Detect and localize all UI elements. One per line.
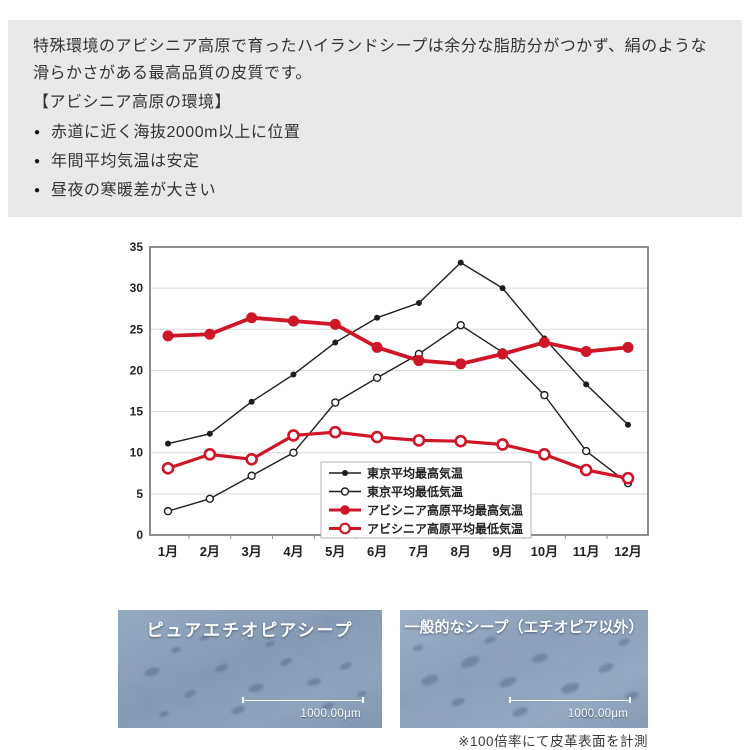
environment-heading: 【アビシニア高原の環境】 (33, 94, 232, 111)
data-point (163, 506, 173, 516)
series-line-1 (167, 324, 629, 512)
legend-box (320, 461, 532, 539)
intro-panel: 特殊環境のアビシニア高原で育ったハイランドシープは余分な脂肪分がつかず、絹のよう… (8, 20, 742, 217)
data-point (455, 358, 467, 370)
legend-marker (340, 505, 350, 515)
temperature-chart-svg: 0 5 10 15 20 25 30 35 1月 2月 3月 4月 5月 6月 7月 8月 9月 10月 11月 12… (130, 240, 649, 559)
data-point (454, 434, 468, 448)
scale-label: 1000.00μm (567, 708, 629, 720)
data-point (456, 320, 465, 330)
micrograph-caption: ピュアエチオピアシープ (146, 621, 354, 640)
micrograph-pure-ethiopia-sheep: ピュアエチオピアシープ 1000.00μm (118, 610, 382, 728)
data-point (287, 315, 299, 327)
data-point (415, 299, 422, 306)
x-axis-label: 9月 (492, 544, 512, 559)
data-point (540, 390, 549, 400)
data-point (374, 314, 381, 321)
data-point (370, 430, 384, 444)
y-axis-label: 30 (130, 281, 144, 295)
data-point (206, 430, 213, 437)
x-axis-label: 12月 (614, 544, 641, 559)
legend-marker (342, 470, 348, 476)
y-axis-label: 0 (136, 528, 143, 542)
x-axis-label: 4月 (283, 544, 303, 559)
y-axis-label: 35 (130, 240, 144, 254)
data-point (204, 328, 216, 340)
data-point (580, 346, 592, 358)
data-point (246, 312, 258, 324)
x-axis-label: 5月 (325, 544, 345, 559)
data-point (625, 421, 631, 428)
x-axis-label: 7月 (409, 544, 429, 559)
data-point (165, 440, 171, 447)
micrograph-caption: 一般的なシープ（エチオピア以外） (404, 619, 644, 636)
data-point (499, 285, 506, 292)
legend-item-label: 東京平均最低気温 (367, 484, 463, 499)
data-point (205, 494, 215, 503)
magnification-note: ※100倍率にて皮革表面を計測 (458, 734, 648, 749)
data-point (203, 448, 217, 461)
legend-item-label: 東京平均最高気温 (367, 466, 463, 481)
data-point (581, 446, 591, 456)
y-axis-label: 5 (136, 487, 143, 501)
data-point (579, 463, 593, 477)
legend-marker (339, 522, 351, 535)
series-line-0 (167, 261, 629, 445)
legend-marker (340, 487, 350, 496)
environment-list: 赤道に近く海抜2000m以上に位置 年間平均気温は安定 昼夜の寒暖差が大きい (33, 118, 717, 205)
data-point (372, 373, 382, 383)
intro-paragraph: 特殊環境のアビシニア高原で育ったハイランドシープは余分な脂肪分がつかず、絹のよう… (33, 38, 708, 82)
series-line-2 (166, 315, 630, 366)
data-point (247, 471, 256, 480)
legend-item-label: アビシニア高原平均最高気温 (367, 503, 523, 518)
x-axis-label: 11月 (573, 544, 600, 559)
data-point (496, 438, 509, 451)
temperature-chart: 0 5 10 15 20 25 30 35 1月 2月 3月 4月 5月 6月 7月 8月 9月 10月 11月 12… (115, 235, 695, 570)
x-axis-label: 8月 (451, 544, 471, 559)
legend-item-label: アビシニア高原平均最低気温 (367, 521, 523, 536)
x-axis-label: 3月 (242, 544, 262, 559)
list-item: 赤道に近く海抜2000m以上に位置 (33, 118, 717, 147)
data-point (161, 462, 175, 475)
data-point (371, 341, 383, 353)
x-axis-label: 10月 (531, 544, 558, 559)
y-axis-label: 10 (130, 446, 144, 460)
list-item: 年間平均気温は安定 (33, 147, 717, 176)
data-point (622, 341, 634, 353)
data-point (332, 339, 339, 346)
y-axis-label: 15 (130, 405, 144, 419)
leather-texture-image (118, 610, 382, 728)
data-point (413, 355, 425, 367)
data-point (497, 348, 509, 360)
data-point (328, 425, 342, 439)
data-point (329, 318, 341, 330)
x-axis-label: 2月 (200, 544, 220, 559)
data-point (538, 336, 550, 348)
data-point (457, 259, 464, 266)
data-point (412, 434, 426, 447)
data-point (248, 398, 255, 405)
data-point (538, 448, 551, 461)
series-line-3 (166, 430, 630, 480)
leather-texture-image (400, 610, 648, 728)
y-axis-label: 20 (130, 363, 144, 377)
data-point (583, 381, 590, 388)
data-point (245, 452, 258, 466)
micrograph-generic-sheep: 一般的なシープ（エチオピア以外） 1000.00μm (400, 610, 648, 728)
x-axis-label: 1月 (158, 544, 178, 559)
scale-label: 1000.00μm (300, 708, 361, 720)
data-point (162, 330, 174, 342)
data-point (331, 398, 340, 407)
scale-bar (242, 697, 364, 703)
data-point (290, 371, 297, 378)
scale-bar (509, 697, 631, 703)
data-point (289, 448, 298, 457)
list-item: 昼夜の寒暖差が大きい (33, 176, 717, 205)
y-axis-label: 25 (130, 322, 144, 336)
x-axis-label: 6月 (367, 544, 387, 559)
data-point (621, 471, 635, 485)
data-point (287, 429, 300, 442)
